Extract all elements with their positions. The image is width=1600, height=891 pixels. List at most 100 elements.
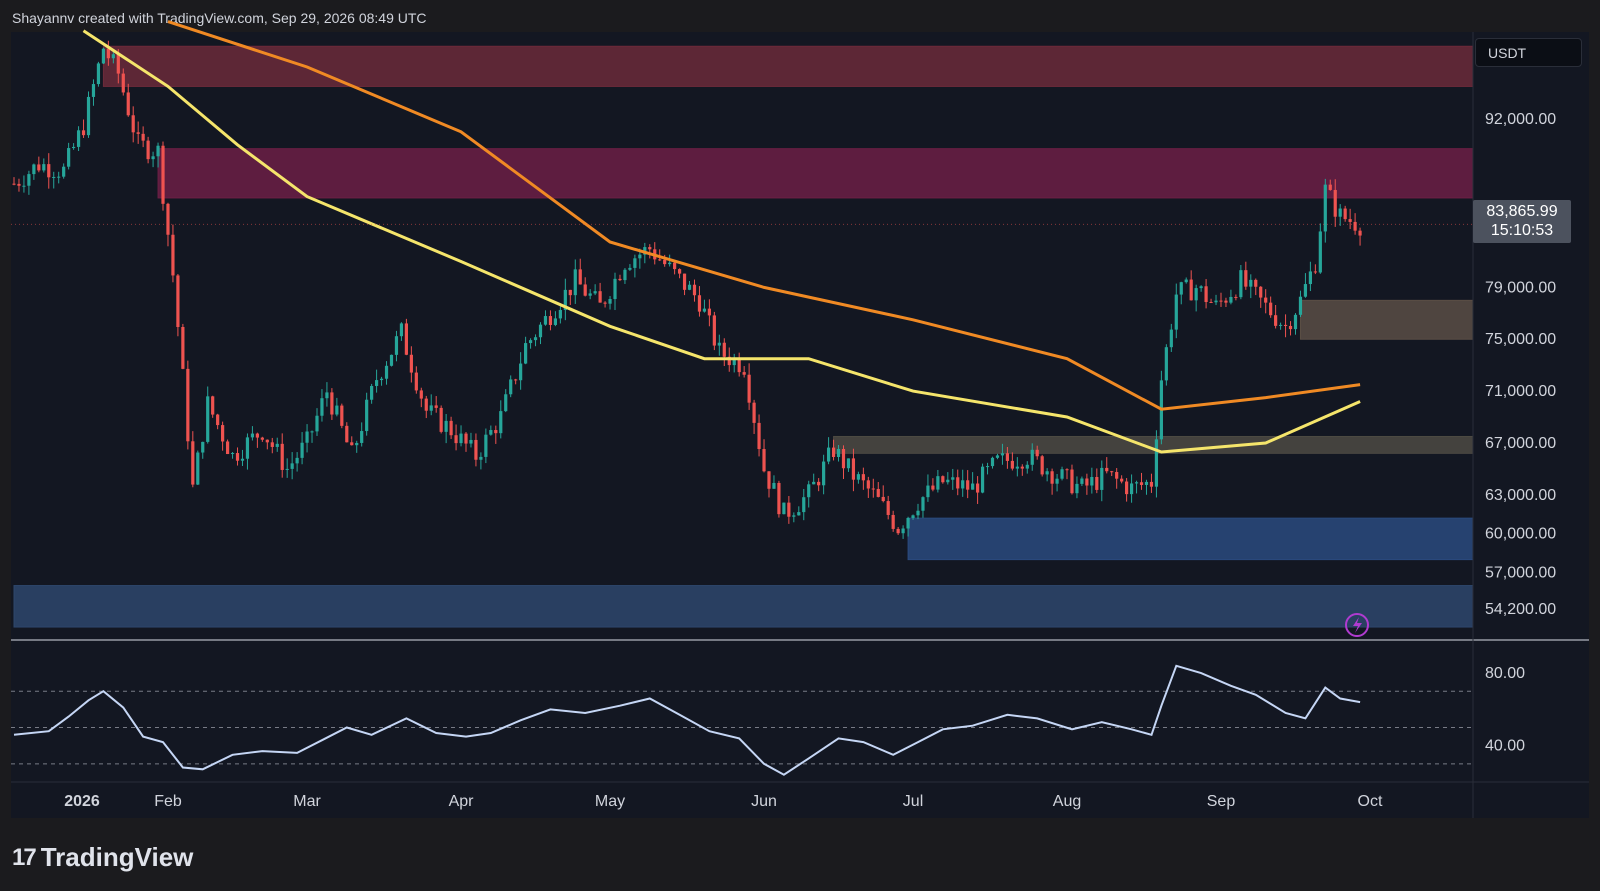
candle-body xyxy=(1149,481,1154,487)
tradingview-logo-text: TradingView xyxy=(40,842,194,872)
candle-body xyxy=(394,336,399,355)
candle-body xyxy=(1010,460,1014,469)
candle-body xyxy=(519,363,523,381)
candle-body xyxy=(663,259,667,265)
candle-body xyxy=(712,315,716,346)
candle-body xyxy=(946,479,950,483)
candle-body xyxy=(1353,221,1357,231)
candle-body xyxy=(1244,270,1248,287)
candle-body xyxy=(826,447,831,462)
candle-body xyxy=(1343,208,1347,220)
candle-body xyxy=(901,528,905,534)
candle-body xyxy=(96,63,101,85)
candle-body xyxy=(1358,230,1362,236)
candle-body xyxy=(916,510,920,516)
candle-body xyxy=(52,176,56,178)
currency-selector[interactable]: USDT xyxy=(1475,38,1582,67)
price-axis-label: 54,200.00 xyxy=(1485,601,1556,618)
alert-icon xyxy=(1345,613,1369,637)
candle-body xyxy=(1313,271,1317,273)
candle-body xyxy=(191,441,195,485)
candle-body xyxy=(1298,296,1303,315)
candle-body xyxy=(57,176,61,178)
candle-body xyxy=(121,73,125,93)
candle-body xyxy=(211,396,215,415)
candle-body xyxy=(1164,347,1168,381)
candle-body xyxy=(379,378,384,381)
rsi-axis-label: 80.00 xyxy=(1485,665,1525,682)
tradingview-logo[interactable]: 17 TradingView xyxy=(12,842,193,873)
candle-body xyxy=(1115,472,1119,479)
candle-body xyxy=(76,130,81,147)
candle-body xyxy=(702,308,707,312)
price-axis-label: 67,000.00 xyxy=(1485,435,1556,452)
candle-body xyxy=(658,259,662,261)
candle-body xyxy=(787,502,791,517)
candle-body xyxy=(72,146,76,149)
candle-body xyxy=(1139,482,1144,485)
candle-body xyxy=(1254,279,1258,287)
candle-body xyxy=(1080,478,1084,484)
candle-body xyxy=(166,203,170,235)
candle-body xyxy=(315,415,319,432)
candle-body xyxy=(1259,286,1263,298)
candle-body xyxy=(1144,481,1149,485)
candle-body xyxy=(1269,302,1273,316)
candle-body xyxy=(245,437,250,459)
candle-body xyxy=(871,488,875,490)
zone-2 xyxy=(1299,299,1474,340)
candle-body xyxy=(230,453,235,455)
candle-body xyxy=(474,439,478,460)
candle-body xyxy=(1274,315,1278,326)
candle-body xyxy=(126,92,130,116)
candle-body xyxy=(538,324,543,338)
candle-body xyxy=(101,48,106,64)
candle-body xyxy=(851,458,856,480)
candle-body xyxy=(1174,294,1178,330)
zone-4 xyxy=(907,517,1474,561)
candle-body xyxy=(528,340,533,344)
candle-body xyxy=(543,316,548,325)
candle-body xyxy=(1303,284,1308,297)
candle-body xyxy=(355,442,359,446)
candle-body xyxy=(971,483,975,490)
time-axis-label: Jul xyxy=(903,793,923,810)
candle-body xyxy=(201,441,205,453)
candle-body xyxy=(583,284,587,296)
candle-body xyxy=(81,130,86,136)
candle-body xyxy=(1105,467,1109,472)
candle-body xyxy=(976,483,980,493)
candle-body xyxy=(1288,325,1293,330)
candle-body xyxy=(648,247,652,250)
candle-body xyxy=(757,422,761,450)
candle-body xyxy=(558,309,562,319)
candle-body xyxy=(737,357,741,373)
candle-body xyxy=(673,262,677,270)
candle-body xyxy=(12,183,16,185)
last-price-tag: 83,865.99 15:10:53 xyxy=(1473,200,1571,243)
candle-body xyxy=(186,368,190,442)
candle-body xyxy=(1224,300,1228,303)
candle-body xyxy=(424,398,428,411)
candle-body xyxy=(856,474,860,480)
candle-body xyxy=(1015,466,1019,469)
candle-body xyxy=(1100,467,1104,490)
candle-body xyxy=(300,442,304,458)
candle-body xyxy=(161,145,165,204)
candle-body xyxy=(151,156,155,160)
candle-body xyxy=(1120,478,1124,482)
candle-body xyxy=(345,425,349,443)
candle-body xyxy=(807,484,811,498)
candle-body xyxy=(668,262,672,265)
candle-body xyxy=(494,430,498,434)
candle-body xyxy=(444,420,448,432)
candle-body xyxy=(836,448,841,458)
candle-body xyxy=(1328,184,1332,190)
candle-body xyxy=(906,517,910,529)
candle-body xyxy=(1293,314,1298,330)
candle-body xyxy=(1154,439,1159,487)
candle-body xyxy=(1219,300,1223,302)
candle-body xyxy=(1085,478,1089,486)
candle-body xyxy=(966,480,970,490)
